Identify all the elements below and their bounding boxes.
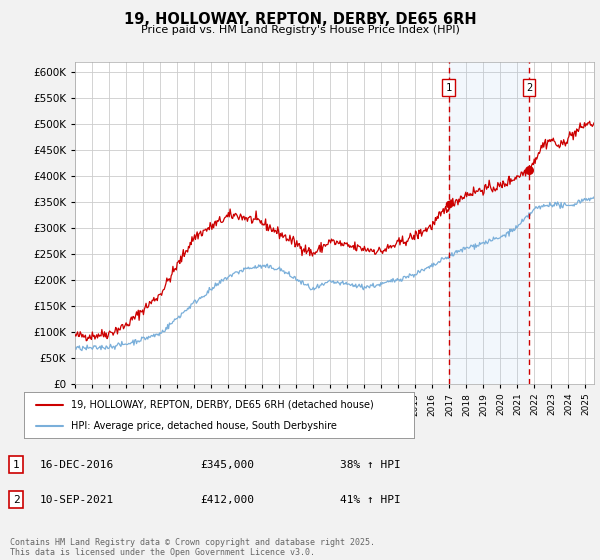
Text: HPI: Average price, detached house, South Derbyshire: HPI: Average price, detached house, Sout…: [71, 422, 337, 431]
Text: 1: 1: [13, 460, 19, 470]
Text: £345,000: £345,000: [200, 460, 254, 470]
Text: 16-DEC-2016: 16-DEC-2016: [40, 460, 114, 470]
Point: [524, 165, 534, 174]
Text: 2: 2: [13, 495, 19, 505]
Bar: [449, 62, 529, 384]
Point: [444, 200, 454, 209]
Text: 38% ↑ HPI: 38% ↑ HPI: [340, 460, 401, 470]
Text: £412,000: £412,000: [200, 495, 254, 505]
Text: 1: 1: [446, 82, 452, 92]
Text: 41% ↑ HPI: 41% ↑ HPI: [340, 495, 401, 505]
Text: Price paid vs. HM Land Registry's House Price Index (HPI): Price paid vs. HM Land Registry's House …: [140, 25, 460, 35]
Text: Contains HM Land Registry data © Crown copyright and database right 2025.
This d: Contains HM Land Registry data © Crown c…: [10, 538, 375, 557]
Text: 2: 2: [526, 82, 532, 92]
Text: 10-SEP-2021: 10-SEP-2021: [40, 495, 114, 505]
Text: 19, HOLLOWAY, REPTON, DERBY, DE65 6RH: 19, HOLLOWAY, REPTON, DERBY, DE65 6RH: [124, 12, 476, 27]
Text: 19, HOLLOWAY, REPTON, DERBY, DE65 6RH (detached house): 19, HOLLOWAY, REPTON, DERBY, DE65 6RH (d…: [71, 400, 374, 410]
